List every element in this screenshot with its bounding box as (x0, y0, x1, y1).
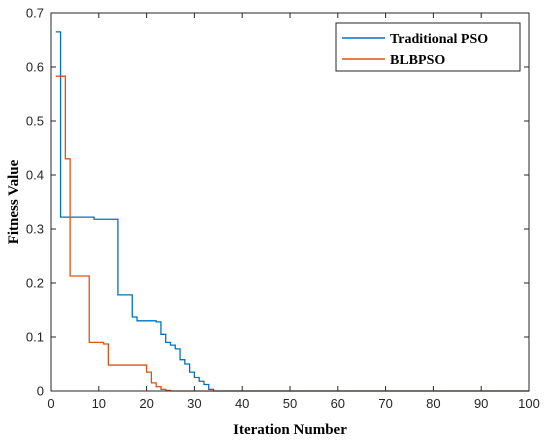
legend-label-blbpso: BLBPSO (390, 53, 445, 68)
x-tick-label: 70 (378, 396, 392, 411)
y-tick-label: 0.7 (26, 6, 44, 21)
x-tick-label: 60 (331, 396, 345, 411)
y-tick-label: 0.5 (26, 114, 44, 129)
y-tick-label: 0.2 (26, 276, 44, 291)
legend: Traditional PSO BLBPSO (335, 22, 521, 72)
x-tick-label: 20 (139, 396, 153, 411)
x-tick-label: 40 (235, 396, 249, 411)
x-tick-label: 10 (92, 396, 106, 411)
y-tick-label: 0.4 (26, 168, 44, 183)
legend-label-traditional-pso: Traditional PSO (390, 32, 488, 47)
x-tick-label: 100 (518, 396, 540, 411)
x-tick-label: 90 (474, 396, 488, 411)
x-tick-label: 50 (283, 396, 297, 411)
series-line-traditional-pso (55, 31, 529, 392)
x-tick-label: 80 (426, 396, 440, 411)
x-tick-label: 0 (47, 396, 54, 411)
y-tick-label: 0.1 (26, 330, 44, 345)
legend-box (335, 22, 521, 72)
series-line-blbpso (55, 75, 529, 392)
y-tick-label: 0.3 (26, 222, 44, 237)
ticks-layer: 0 10 20 30 40 50 60 70 80 90 100 0 0.1 0.2 0.3 0.4 0.5 0.… (26, 6, 540, 412)
x-axis-label: Iteration Number (233, 422, 347, 438)
y-tick-label: 0 (37, 384, 44, 399)
y-tick-label: 0.6 (26, 60, 44, 75)
x-tick-label: 30 (187, 396, 201, 411)
y-axis-label: Fitness Value (6, 159, 22, 244)
series-layer (55, 31, 529, 392)
